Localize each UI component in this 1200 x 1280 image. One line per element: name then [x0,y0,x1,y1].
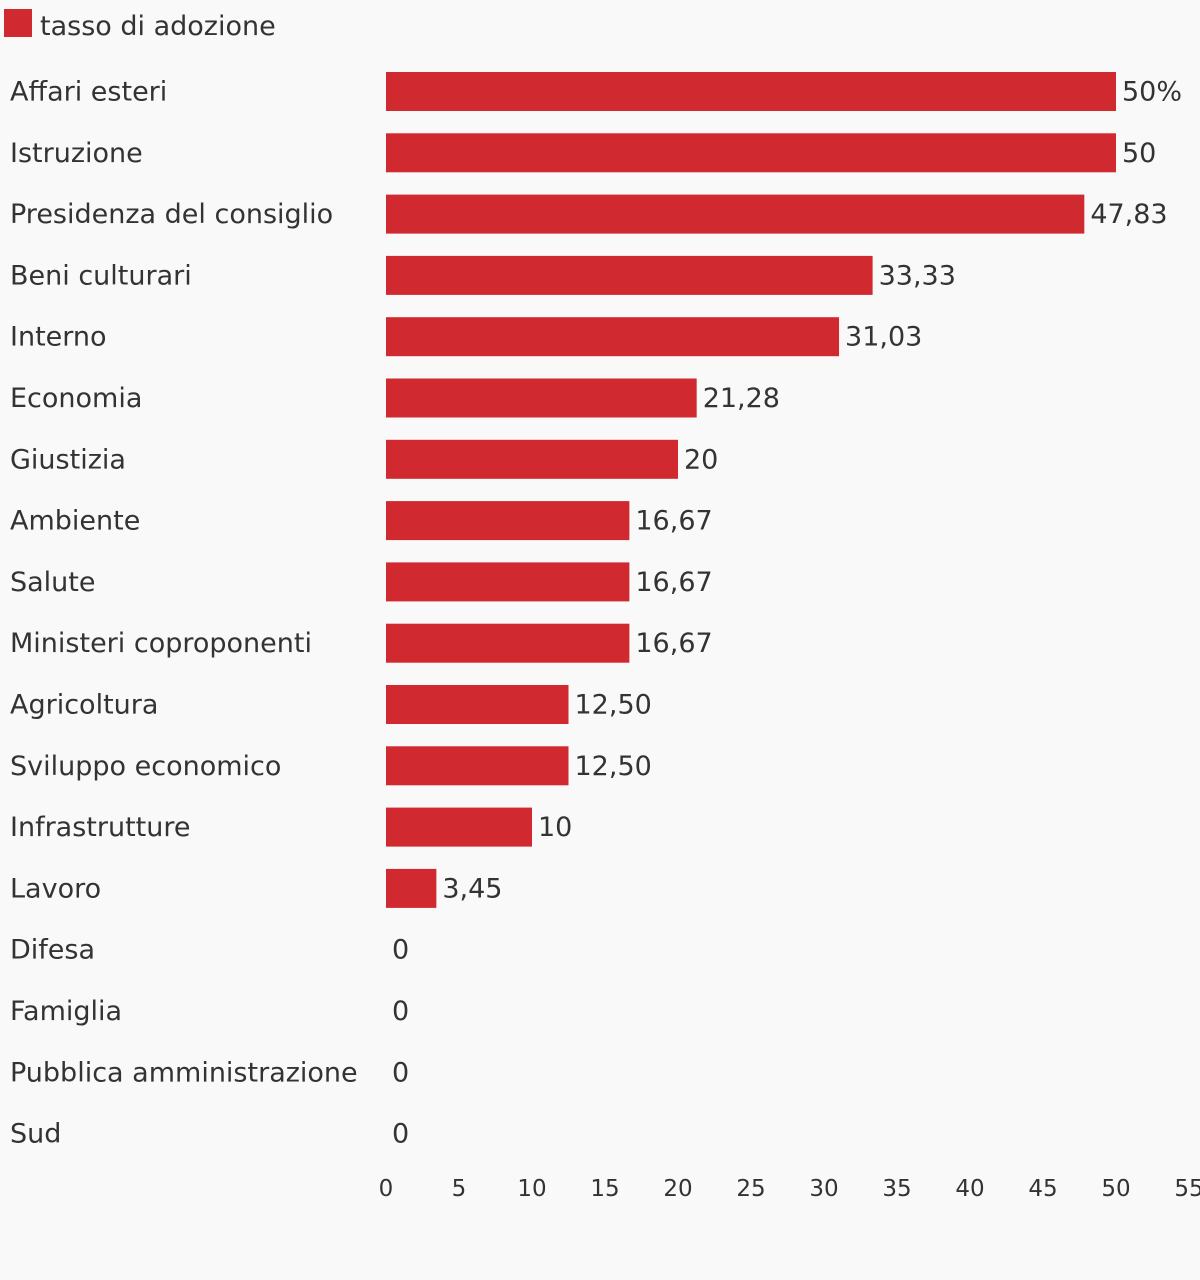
bar [386,623,630,663]
value-label: 12,50 [575,690,652,721]
value-label: 0 [392,935,409,966]
category-labels: Affari esteri Istruzione Presidenza del co… [10,77,358,1150]
bar [386,868,437,908]
bar [386,317,840,357]
bar [386,746,569,786]
category-label: Beni culturari [10,260,192,291]
bar [386,439,678,479]
x-tick-label: 10 [517,1176,546,1202]
value-label: 21,28 [703,383,780,414]
x-tick-label: 0 [379,1176,394,1202]
legend-swatch [4,9,32,37]
value-label: 47,83 [1090,199,1167,230]
category-label: Infrastrutture [10,812,191,843]
x-tick-label: 55 [1174,1176,1200,1202]
x-tick-label: 50 [1101,1176,1130,1202]
category-label: Economia [10,383,142,414]
bars [386,72,1116,908]
category-label: Istruzione [10,138,143,169]
value-label: 0 [392,996,409,1027]
value-label: 33,33 [879,260,956,291]
bar [386,807,532,847]
value-label: 50% [1122,77,1182,108]
category-label: Ambiente [10,506,140,537]
category-label: Ministeri coproponenti [10,628,312,659]
x-axis-ticks: 0 5 10 15 20 25 30 35 40 45 50 55 [379,1176,1200,1202]
x-tick-label: 45 [1028,1176,1057,1202]
x-tick-label: 30 [809,1176,838,1202]
x-tick-label: 35 [882,1176,911,1202]
category-label: Presidenza del consiglio [10,199,333,230]
category-label: Sviluppo economico [10,751,281,782]
category-label: Giustizia [10,444,126,475]
x-tick-label: 40 [955,1176,984,1202]
x-tick-label: 15 [590,1176,619,1202]
bar [386,378,697,418]
legend: tasso di adozione [4,9,276,42]
category-label: Affari esteri [10,77,167,108]
bar [386,562,630,602]
category-label: Difesa [10,935,95,966]
bar [386,133,1116,173]
value-label: 0 [392,1119,409,1150]
value-label: 31,03 [845,322,922,353]
bar [386,501,630,541]
value-label: 12,50 [575,751,652,782]
value-label: 16,67 [635,628,712,659]
category-label: Sud [10,1119,61,1150]
value-label: 16,67 [635,567,712,598]
bar [386,194,1085,234]
value-label: 16,67 [635,506,712,537]
value-labels: 50% 50 47,83 33,33 31,03 21,28 20 16,67 16,67 16,… [392,77,1182,1150]
value-label: 50 [1122,138,1156,169]
x-tick-label: 25 [736,1176,765,1202]
bar [386,685,569,724]
category-label: Pubblica amministrazione [10,1057,358,1088]
x-tick-label: 20 [663,1176,692,1202]
category-label: Famiglia [10,996,122,1027]
legend-label: tasso di adozione [40,11,276,42]
category-label: Salute [10,567,96,598]
value-label: 3,45 [442,873,502,904]
value-label: 20 [684,444,718,475]
value-label: 10 [538,812,572,843]
category-label: Lavoro [10,873,101,904]
category-label: Agricoltura [10,690,158,721]
value-label: 0 [392,1057,409,1088]
bar [386,72,1116,111]
x-tick-label: 5 [452,1176,467,1202]
bar [386,255,873,295]
category-label: Interno [10,322,107,353]
